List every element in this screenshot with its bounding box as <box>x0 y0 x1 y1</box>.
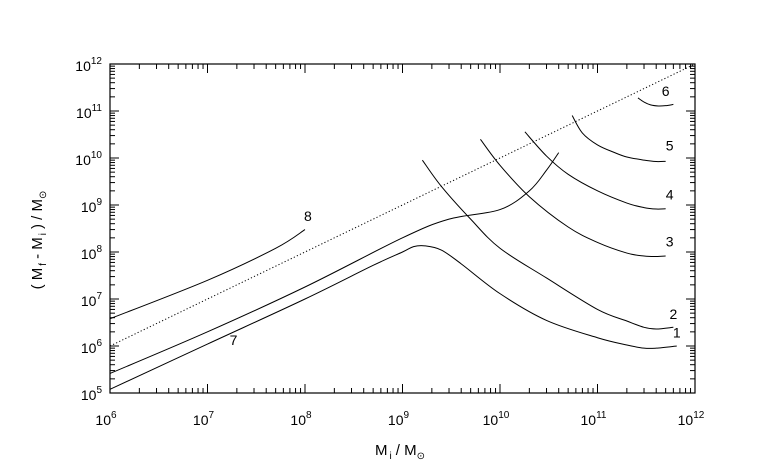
y-tick-label: 105 <box>81 385 103 403</box>
curve-2 <box>421 159 674 330</box>
curve-1 <box>109 245 677 390</box>
curve-5 <box>571 115 666 163</box>
curve-label-6: 6 <box>662 83 670 99</box>
curve-7 <box>109 152 560 374</box>
x-tick-labels: 106 107 108 109 1010 1011 1012 <box>95 410 704 428</box>
x-tick-label: 109 <box>388 410 410 428</box>
y-axis-title-mid: - M <box>29 237 46 259</box>
y-tick-label: 1012 <box>75 56 102 74</box>
curve-8 <box>109 229 306 320</box>
x-axis-title-unit: / M <box>396 442 417 459</box>
curve-6 <box>637 97 674 107</box>
x-tick-label: 107 <box>193 410 215 428</box>
y-axis-title: ( M f - M i ) / M⊙ <box>29 191 49 290</box>
curve-label-8: 8 <box>304 208 312 224</box>
y-axis-title-unit-sub: ⊙ <box>38 191 49 199</box>
curve-label-5: 5 <box>666 137 674 153</box>
curve-label-7: 7 <box>230 332 238 348</box>
y-axis-title-close: ) / M <box>29 199 46 229</box>
y-tick-label: 109 <box>81 197 103 215</box>
x-axis-title-unit-sub: ⊙ <box>417 451 425 462</box>
plot-frame <box>109 63 696 394</box>
curve-label-4: 4 <box>666 187 674 203</box>
curves <box>109 97 677 390</box>
curve-3 <box>480 138 666 258</box>
y-tick-label: 108 <box>81 244 103 262</box>
y-tick-label: 106 <box>81 338 103 356</box>
curve-label-3: 3 <box>666 234 674 250</box>
x-tick-label: 108 <box>290 410 312 428</box>
x-tick-label: 1012 <box>678 410 705 428</box>
x-tick-label: 1010 <box>483 410 510 428</box>
curve-4 <box>524 131 666 210</box>
x-tick-label: 106 <box>95 410 117 428</box>
tick-marks <box>109 63 696 394</box>
x-axis-title-sub: i <box>390 451 392 462</box>
y-tick-label: 1011 <box>76 103 102 121</box>
reference-line-y-equals-x <box>109 63 696 347</box>
y-axis-title-open: ( M <box>29 268 46 290</box>
y-axis-title-sub1: f <box>38 263 49 266</box>
y-tick-label: 1010 <box>75 150 102 168</box>
y-tick-labels: 105 106 107 108 109 1010 1011 1012 <box>75 56 102 403</box>
x-axis-title-main: M <box>375 442 388 459</box>
curve-label-2: 2 <box>669 306 677 322</box>
y-tick-label: 107 <box>81 291 103 309</box>
curve-label-1: 1 <box>673 325 681 341</box>
curve-labels: 1 2 3 4 5 6 7 8 <box>230 83 681 348</box>
x-tick-label: 1011 <box>581 410 607 428</box>
y-axis-title-sub2: i <box>38 233 49 235</box>
